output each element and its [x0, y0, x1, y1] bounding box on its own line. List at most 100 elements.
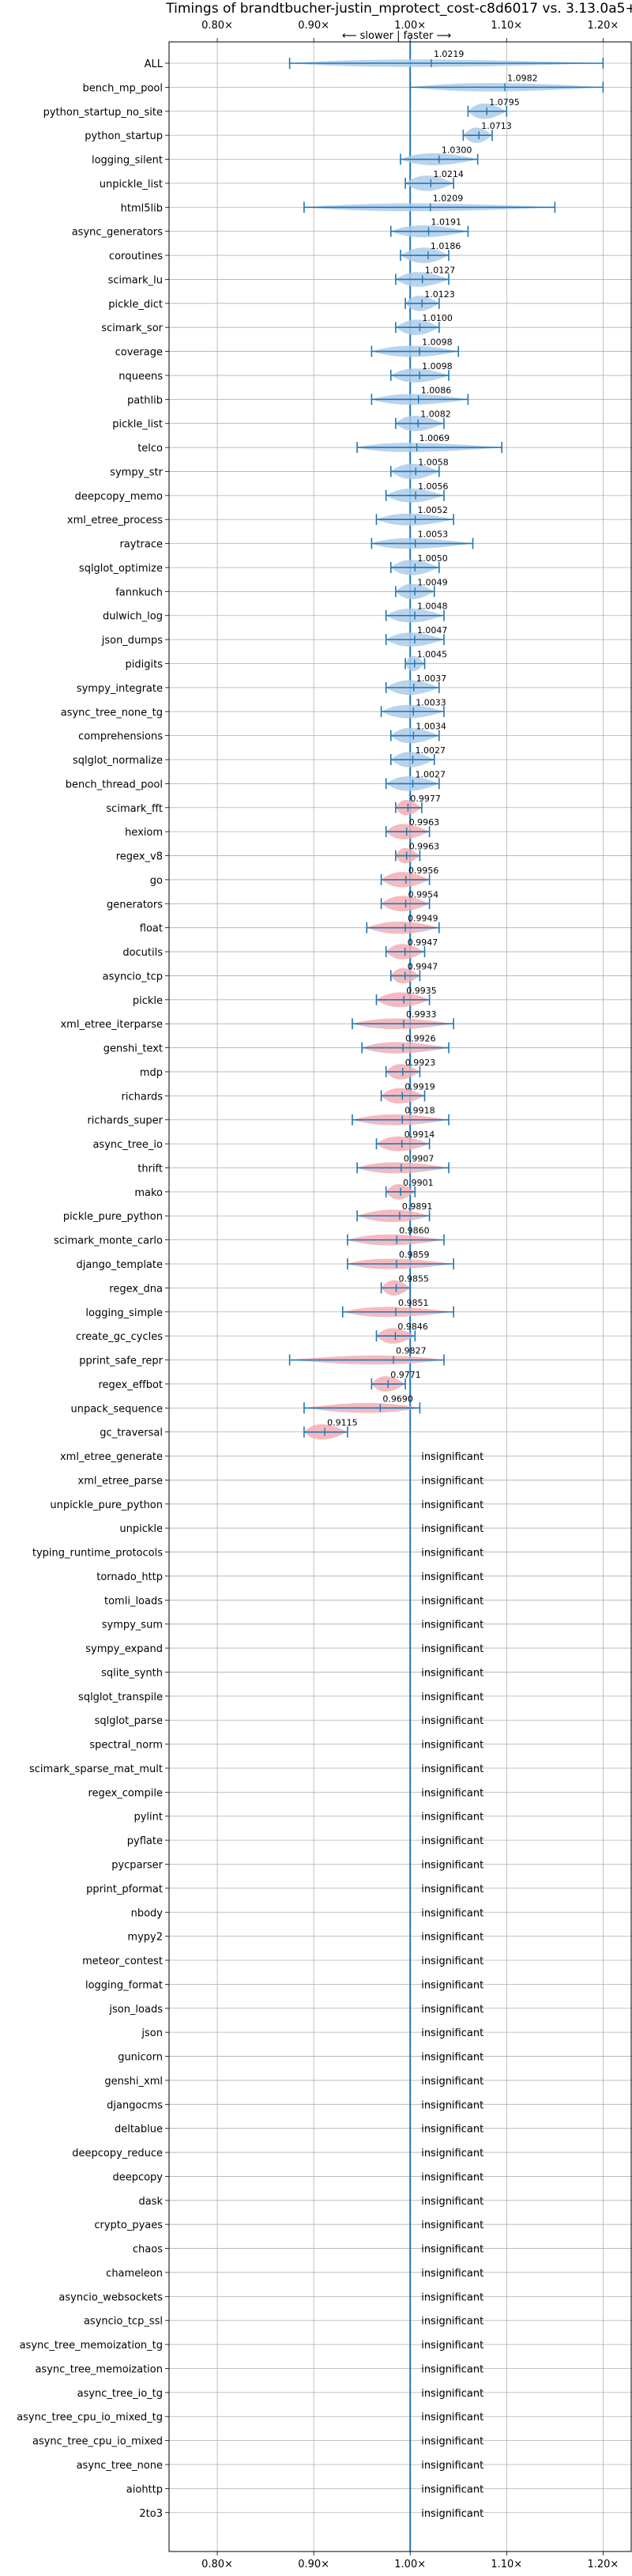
value-label: 0.9919: [404, 1081, 435, 1092]
insignificant-label: insignificant: [421, 2027, 483, 2039]
insignificant-label: insignificant: [421, 1884, 483, 1895]
benchmark-label: unpickle_list: [100, 179, 163, 190]
insignificant-label: insignificant: [421, 1812, 483, 1824]
insignificant-label: insignificant: [421, 1523, 483, 1535]
benchmark-label: xml_etree_process: [67, 515, 163, 526]
benchmark-label: hexiom: [125, 827, 163, 839]
benchmark-label: json_loads: [108, 2004, 163, 2016]
benchmark-label: unpickle_pure_python: [50, 1499, 163, 1511]
value-label: 0.9851: [398, 1298, 429, 1308]
insignificant-label: insignificant: [421, 1548, 483, 1560]
value-label: 1.0186: [431, 241, 461, 251]
benchmark-label: gc_traversal: [100, 1428, 163, 1439]
benchmark-label: deltablue: [115, 2124, 163, 2136]
benchmark-label: genshi_xml: [104, 2076, 163, 2088]
benchmark-label: async_tree_none: [77, 2460, 163, 2472]
value-label: 1.0027: [416, 769, 446, 779]
insignificant-label: insignificant: [421, 2099, 483, 2111]
benchmark-label: spectral_norm: [89, 1740, 163, 1752]
value-label: 1.0049: [417, 577, 448, 587]
value-label: 1.0037: [416, 673, 447, 684]
benchmark-label: deepcopy_reduce: [72, 2148, 163, 2159]
value-label: 0.9855: [399, 1273, 429, 1284]
benchmark-label: async_tree_memoization: [35, 2363, 163, 2375]
insignificant-label: insignificant: [421, 2148, 483, 2159]
benchmark-label: mako: [134, 1187, 163, 1199]
insignificant-label: insignificant: [421, 2220, 483, 2231]
insignificant-label: insignificant: [421, 1451, 483, 1463]
benchmark-label: chaos: [133, 2244, 163, 2256]
benchmark-label: regex_dna: [109, 1283, 163, 1295]
insignificant-label: insignificant: [421, 2436, 483, 2448]
insignificant-label: insignificant: [421, 2196, 483, 2208]
insignificant-label: insignificant: [421, 1835, 483, 1847]
value-label: 1.0098: [422, 361, 453, 372]
value-label: 1.0050: [417, 553, 448, 564]
benchmark-label: unpickle: [119, 1523, 163, 1535]
benchmark-label: deepcopy_memo: [75, 491, 163, 503]
value-label: 0.9947: [408, 937, 438, 948]
x-tick-label-bottom: 1.10×: [491, 2559, 522, 2570]
insignificant-label: insignificant: [421, 2460, 483, 2472]
benchmark-label: async_tree_io_tg: [77, 2388, 163, 2400]
insignificant-label: insignificant: [421, 2316, 483, 2328]
insignificant-label: insignificant: [421, 1979, 483, 1991]
benchmark-label: async_tree_io: [92, 1139, 163, 1151]
benchmark-label: genshi_text: [103, 1043, 163, 1055]
benchmark-label: comprehensions: [78, 731, 163, 743]
benchmark-label: pidigits: [126, 659, 164, 671]
benchmark-label: sqlglot_transpile: [78, 1692, 163, 1703]
value-label: 1.0086: [421, 385, 452, 395]
benchmark-label: telco: [137, 443, 163, 454]
value-label: 1.0219: [434, 49, 465, 59]
benchmark-label: sympy_expand: [85, 1643, 163, 1655]
value-label: 1.0082: [420, 409, 451, 420]
value-label: 1.0033: [416, 697, 446, 707]
value-label: 0.9954: [408, 889, 439, 900]
benchmark-label: scimark_sor: [101, 322, 163, 334]
benchmark-label: go: [150, 875, 163, 887]
x-tick-label-top: 0.90×: [298, 20, 329, 32]
benchmark-label: xml_etree_iterparse: [60, 1019, 163, 1031]
benchmark-label: logging_format: [85, 1979, 163, 1991]
benchmark-label: scimark_sparse_mat_mult: [29, 1763, 163, 1775]
benchmark-label: sympy_sum: [102, 1620, 163, 1631]
benchmark-label: pylint: [134, 1812, 163, 1824]
value-label: 1.0209: [433, 193, 464, 203]
value-label: 0.9859: [399, 1250, 430, 1260]
value-label: 1.0982: [507, 73, 538, 83]
value-label: 0.9977: [410, 794, 441, 804]
insignificant-label: insignificant: [421, 2124, 483, 2136]
benchmark-label: async_generators: [72, 227, 164, 239]
x-tick-label-top: 0.80×: [201, 20, 233, 32]
benchmark-label: xml_etree_parse: [78, 1475, 163, 1487]
insignificant-label: insignificant: [421, 2052, 483, 2064]
benchmark-label: nbody: [131, 1907, 164, 1919]
value-label: 0.9923: [405, 1058, 436, 1068]
value-label: 1.0047: [417, 625, 448, 636]
benchmark-label: nqueens: [118, 371, 163, 383]
benchmark-label: xml_etree_generate: [60, 1451, 163, 1463]
insignificant-label: insignificant: [421, 1860, 483, 1872]
value-label: 0.9891: [402, 1201, 433, 1212]
value-label: 0.9907: [404, 1153, 434, 1164]
benchmark-label: aiohttp: [126, 2484, 163, 2495]
value-label: 1.0713: [481, 121, 512, 131]
grid-lines: [169, 42, 632, 2551]
insignificant-label: insignificant: [421, 1643, 483, 1655]
value-label: 0.9771: [390, 1370, 420, 1380]
benchmark-label: pickle_list: [112, 419, 163, 431]
value-label: 1.0214: [433, 169, 464, 179]
insignificant-label: insignificant: [421, 1787, 483, 1799]
value-label: 0.9949: [408, 914, 438, 924]
insignificant-label: insignificant: [421, 2340, 483, 2352]
benchmark-label: generators: [107, 899, 163, 911]
value-label: 1.0191: [431, 217, 462, 228]
value-label: 1.0056: [418, 481, 449, 492]
insignificant-label: insignificant: [421, 2412, 483, 2423]
benchmark-label: json_dumps: [101, 635, 163, 647]
value-label: 1.0048: [417, 602, 448, 612]
value-label: 0.9963: [409, 842, 440, 852]
benchmark-label: thrift: [137, 1163, 163, 1175]
benchmark-label: dulwich_log: [103, 611, 163, 623]
